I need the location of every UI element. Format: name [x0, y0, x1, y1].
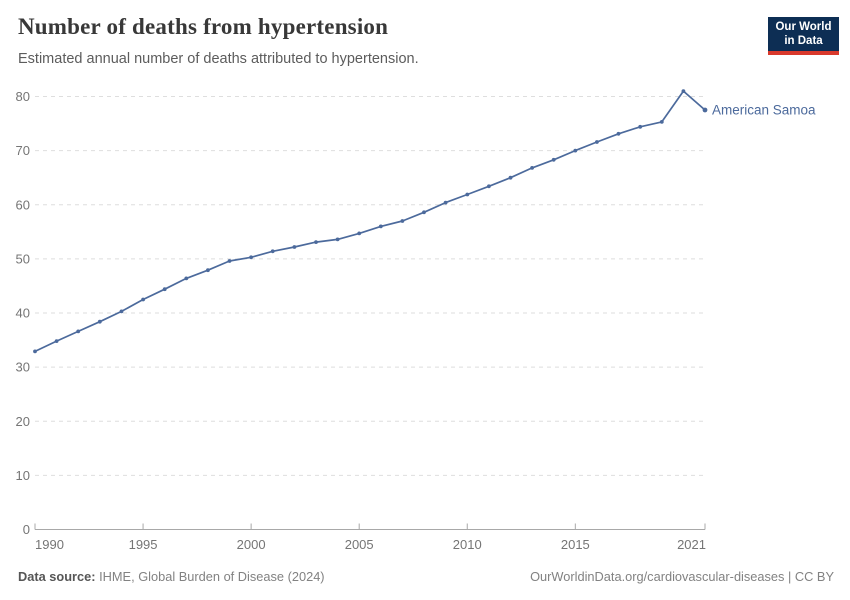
y-axis-label-50: 50 — [16, 251, 30, 266]
data-point-2007[interactable] — [400, 219, 405, 223]
data-point-2012[interactable] — [508, 175, 513, 180]
data-point-2011[interactable] — [487, 184, 491, 189]
y-axis-label-0: 0 — [23, 522, 30, 537]
x-axis-label-2021: 2021 — [677, 537, 706, 552]
data-point-2016[interactable] — [595, 140, 599, 144]
data-point-1992[interactable] — [76, 329, 81, 334]
data-source-note: Data source: IHME, Global Burden of Dise… — [18, 569, 325, 584]
data-point-2021[interactable] — [702, 107, 708, 113]
data-point-1991[interactable] — [54, 339, 59, 343]
data-point-2018[interactable] — [638, 124, 643, 129]
data-point-1996[interactable] — [162, 287, 167, 292]
data-point-2020[interactable] — [681, 89, 686, 93]
data-point-2002[interactable] — [292, 245, 297, 249]
y-axis-label-10: 10 — [16, 468, 30, 483]
x-axis-label-2010: 2010 — [453, 537, 482, 552]
data-point-2013[interactable] — [530, 166, 534, 170]
data-point-1994[interactable] — [119, 309, 124, 314]
data-point-2009[interactable] — [443, 200, 448, 205]
chart-subtitle: Estimated annual number of deaths attrib… — [18, 51, 419, 67]
data-point-2006[interactable] — [378, 224, 383, 229]
data-point-2000[interactable] — [249, 255, 254, 260]
data-point-2017[interactable] — [616, 131, 621, 136]
owid-logo-line1: Our World — [775, 21, 832, 33]
x-axis-label-1995: 1995 — [129, 537, 158, 552]
series-line-american-samoa[interactable] — [34, 90, 706, 353]
x-axis-label-1990: 1990 — [35, 537, 64, 552]
data-point-2003[interactable] — [314, 240, 318, 245]
data-point-1998[interactable] — [206, 268, 210, 273]
data-point-2019[interactable] — [659, 120, 664, 124]
data-point-1990[interactable] — [33, 349, 37, 354]
data-source-value: IHME, Global Burden of Disease (2024) — [99, 569, 325, 584]
y-axis-label-60: 60 — [16, 197, 30, 212]
data-point-2005[interactable] — [357, 231, 362, 236]
data-point-2001[interactable] — [270, 249, 275, 254]
data-source-label: Data source: — [18, 569, 96, 584]
y-axis-label-40: 40 — [16, 306, 30, 321]
y-axis-label-70: 70 — [16, 143, 30, 158]
y-axis-label-30: 30 — [16, 360, 30, 375]
data-point-1997[interactable] — [184, 276, 189, 281]
y-axis-label-80: 80 — [16, 89, 30, 104]
data-point-2004[interactable] — [335, 237, 340, 242]
credit-link[interactable]: OurWorldinData.org/cardiovascular-diseas… — [530, 569, 834, 584]
owid-logo-line2: in Data — [784, 35, 823, 47]
series-label-american-samoa[interactable]: American Samoa — [712, 103, 816, 118]
data-point-1995[interactable] — [141, 297, 146, 302]
data-point-1999[interactable] — [227, 259, 232, 263]
x-axis-label-2005: 2005 — [345, 537, 374, 552]
y-axis-label-20: 20 — [16, 414, 30, 429]
x-axis-label-2000: 2000 — [237, 537, 266, 552]
chart-title: Number of deaths from hypertension — [18, 14, 389, 39]
owid-logo: Our World in Data — [768, 17, 839, 55]
x-axis-label-2015: 2015 — [561, 537, 590, 552]
data-point-2010[interactable] — [465, 192, 470, 197]
data-point-1993[interactable] — [97, 319, 102, 324]
data-point-2015[interactable] — [573, 148, 578, 153]
data-point-2014[interactable] — [551, 157, 556, 162]
data-point-2008[interactable] — [422, 210, 426, 215]
